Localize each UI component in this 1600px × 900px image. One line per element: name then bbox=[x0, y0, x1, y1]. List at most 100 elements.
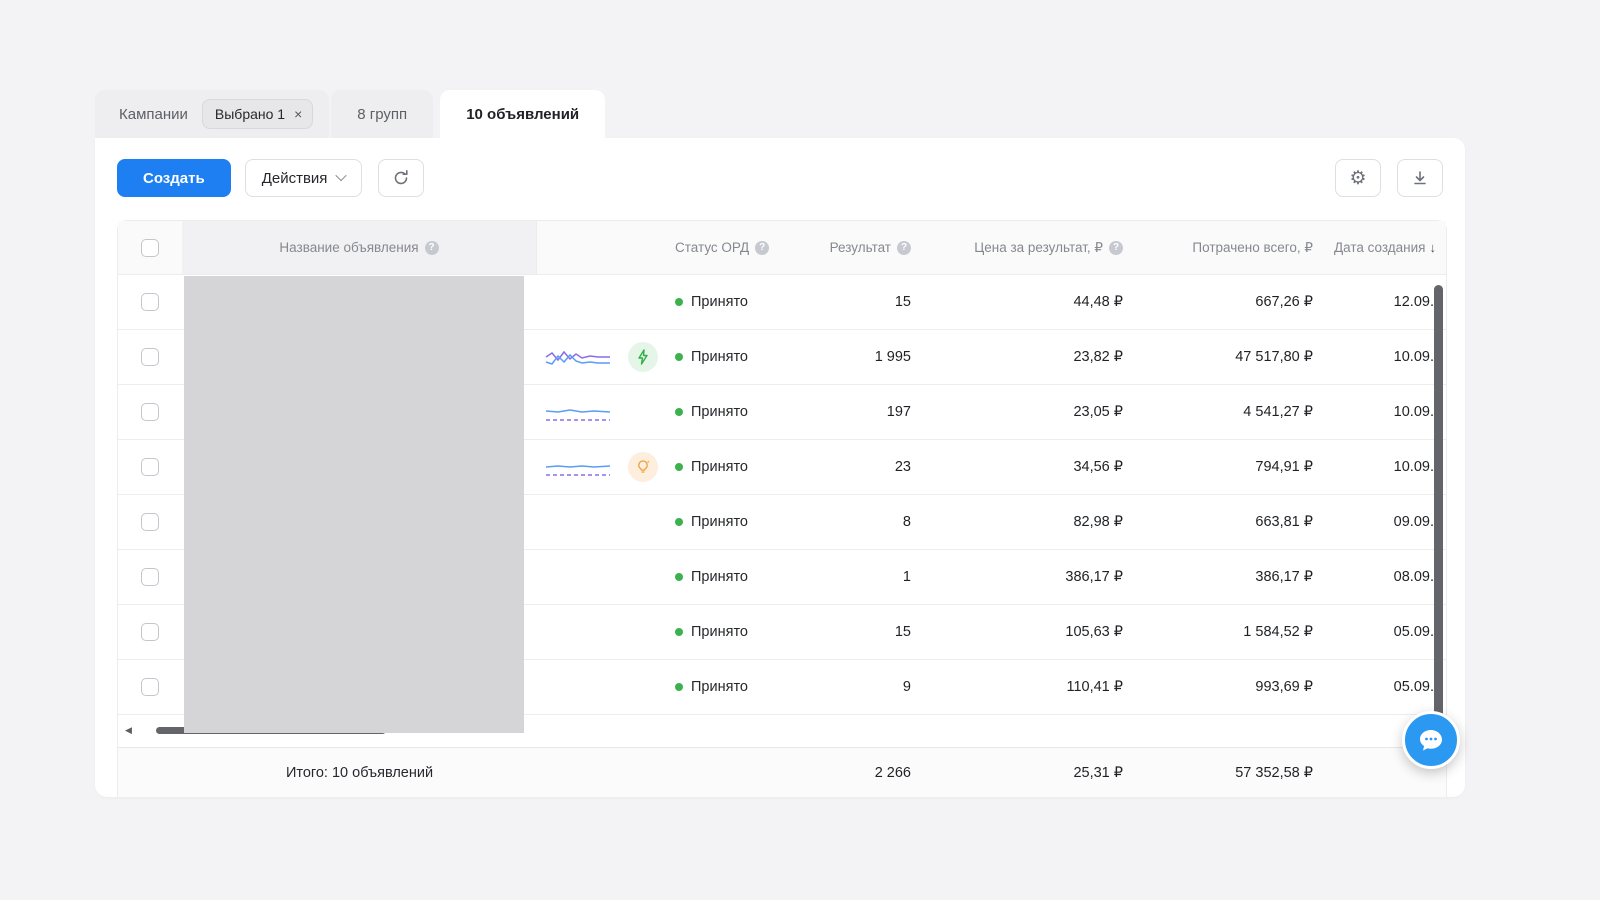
row-checkbox[interactable] bbox=[141, 293, 159, 311]
row-checkbox[interactable] bbox=[141, 458, 159, 476]
download-icon bbox=[1414, 171, 1426, 185]
column-header-result[interactable]: Результат ? bbox=[787, 221, 913, 274]
create-button[interactable]: Создать bbox=[117, 159, 231, 197]
column-header-name[interactable]: Название объявления ? bbox=[182, 221, 537, 274]
ads-table-card: Создать Действия ⚙ bbox=[95, 138, 1465, 797]
totals-result: 2 266 bbox=[874, 764, 911, 781]
created-date: 10.09. bbox=[1393, 459, 1434, 475]
status-label: Принято bbox=[691, 679, 748, 695]
sparkline bbox=[537, 660, 619, 714]
column-header-created[interactable]: Дата создания ↓ bbox=[1315, 221, 1446, 274]
tab-campaigns-label: Кампании bbox=[119, 105, 188, 123]
column-header-cost-per-result[interactable]: Цена за результат, ₽ ? bbox=[913, 221, 1125, 274]
created-date: 10.09. bbox=[1393, 349, 1434, 365]
column-header-created-label: Дата создания bbox=[1334, 240, 1426, 255]
status-dot bbox=[675, 463, 683, 471]
header-checkbox-cell bbox=[118, 221, 182, 274]
spent-value: 386,17 ₽ bbox=[1255, 569, 1313, 585]
status-dot bbox=[675, 573, 683, 581]
sort-desc-icon: ↓ bbox=[1429, 240, 1437, 255]
spent-value: 993,69 ₽ bbox=[1255, 679, 1313, 695]
column-header-result-label: Результат bbox=[829, 240, 891, 255]
cost-per-result-value: 23,82 ₽ bbox=[1073, 349, 1123, 365]
row-checkbox[interactable] bbox=[141, 678, 159, 696]
totals-spent: 57 352,58 ₽ bbox=[1235, 764, 1313, 781]
created-date: 12.09. bbox=[1393, 294, 1434, 310]
status-label: Принято bbox=[691, 404, 748, 420]
status-cell: Принято bbox=[667, 385, 787, 439]
sparkline bbox=[537, 275, 619, 329]
refresh-button[interactable] bbox=[378, 159, 425, 197]
sparkline bbox=[537, 440, 619, 494]
vertical-scrollbar-thumb[interactable] bbox=[1434, 285, 1443, 725]
sparkline bbox=[537, 385, 619, 439]
status-cell: Принято bbox=[667, 660, 787, 714]
sparkline-chart bbox=[545, 350, 610, 365]
column-header-badges bbox=[619, 221, 667, 274]
column-header-name-label: Название объявления bbox=[279, 240, 419, 255]
cost-per-result-value: 44,48 ₽ bbox=[1073, 294, 1123, 310]
status-cell: Принято bbox=[667, 330, 787, 384]
tab-ads-label: 10 объявлений bbox=[466, 105, 580, 123]
select-all-checkbox[interactable] bbox=[141, 238, 159, 257]
cost-per-result-value: 105,63 ₽ bbox=[1065, 624, 1123, 640]
tab-groups[interactable]: 8 групп bbox=[331, 90, 434, 138]
result-value: 15 bbox=[894, 624, 911, 640]
support-chat-button[interactable] bbox=[1402, 711, 1460, 769]
sparkline bbox=[537, 330, 619, 384]
status-label: Принято bbox=[691, 349, 748, 365]
result-value: 1 995 bbox=[874, 349, 911, 365]
status-label: Принято bbox=[691, 624, 748, 640]
tab-campaigns[interactable]: Кампании Выбрано 1 × bbox=[95, 90, 330, 138]
row-checkbox[interactable] bbox=[141, 623, 159, 641]
gear-icon: ⚙ bbox=[1349, 167, 1367, 189]
cost-per-result-value: 110,41 ₽ bbox=[1066, 679, 1123, 695]
row-checkbox[interactable] bbox=[141, 403, 159, 421]
column-header-cpr-label: Цена за результат, ₽ bbox=[974, 239, 1103, 255]
spent-value: 663,81 ₽ bbox=[1255, 514, 1313, 530]
help-icon[interactable]: ? bbox=[1109, 240, 1123, 255]
cost-per-result-value: 23,05 ₽ bbox=[1073, 404, 1123, 420]
tab-ads[interactable]: 10 объявлений bbox=[440, 90, 606, 138]
chat-bubble-icon bbox=[1420, 730, 1442, 751]
column-header-spent[interactable]: Потрачено всего, ₽ bbox=[1125, 221, 1315, 274]
column-header-status[interactable]: Статус ОРД ? bbox=[667, 221, 787, 274]
download-button[interactable] bbox=[1397, 159, 1443, 197]
sparkline-chart bbox=[545, 465, 611, 476]
help-icon[interactable]: ? bbox=[424, 240, 439, 255]
status-label: Принято bbox=[691, 459, 748, 475]
spent-value: 794,91 ₽ bbox=[1255, 459, 1313, 475]
created-date: 09.09. bbox=[1393, 514, 1434, 530]
row-checkbox[interactable] bbox=[141, 513, 159, 531]
status-cell: Принято bbox=[667, 495, 787, 549]
status-cell: Принято bbox=[667, 605, 787, 659]
status-dot bbox=[675, 683, 683, 691]
help-icon[interactable]: ? bbox=[755, 240, 770, 255]
row-checkbox[interactable] bbox=[141, 348, 159, 366]
selected-filter-label: Выбрано 1 bbox=[214, 106, 286, 122]
actions-dropdown-button[interactable]: Действия bbox=[244, 159, 363, 197]
result-value: 8 bbox=[902, 514, 911, 530]
ads-table: Название объявления ? Статус ОРД ? Резул… bbox=[117, 220, 1447, 797]
status-label: Принято bbox=[691, 294, 748, 310]
result-value: 9 bbox=[902, 679, 911, 695]
column-header-spent-label: Потрачено всего, ₽ bbox=[1192, 239, 1313, 255]
close-icon[interactable]: × bbox=[294, 106, 303, 122]
status-cell: Принято bbox=[667, 440, 787, 494]
table-header-row: Название объявления ? Статус ОРД ? Резул… bbox=[118, 221, 1446, 275]
result-value: 197 bbox=[886, 404, 911, 420]
sparkline-chart bbox=[545, 409, 611, 421]
result-value: 1 bbox=[902, 569, 911, 585]
row-checkbox[interactable] bbox=[141, 568, 159, 586]
cost-per-result-value: 34,56 ₽ bbox=[1073, 459, 1123, 475]
scroll-left-arrow-icon[interactable]: ◀ bbox=[125, 725, 132, 735]
idea-bulb-icon bbox=[628, 452, 658, 482]
status-label: Принято bbox=[691, 569, 748, 585]
selected-filter-badge[interactable]: Выбрано 1 × bbox=[201, 99, 314, 129]
settings-button[interactable]: ⚙ bbox=[1335, 159, 1381, 197]
result-value: 15 bbox=[894, 294, 911, 310]
table-footer-row: Итого: 10 объявлений 2 266 25,31 ₽ 57 35… bbox=[118, 747, 1446, 797]
help-icon[interactable]: ? bbox=[897, 240, 911, 255]
totals-label: Итого: 10 объявлений bbox=[285, 764, 434, 781]
